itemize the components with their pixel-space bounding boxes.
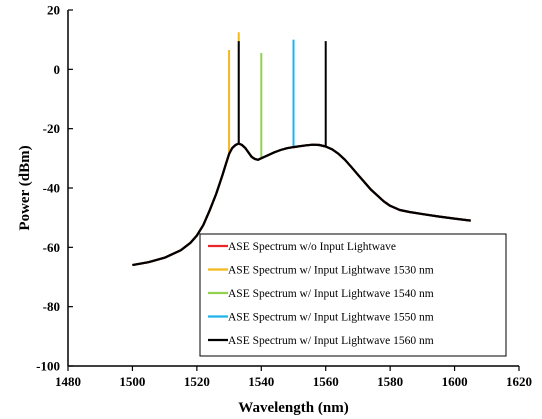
legend-entry: ASE Spectrum w/o Input Lightwave (208, 241, 396, 253)
x-tick-label: 1600 (442, 374, 468, 389)
x-tick: 1540 (248, 366, 274, 389)
series-4 (132, 41, 471, 267)
y-axis-title: Power (dBm) (17, 145, 33, 230)
x-tick-label: 1480 (55, 374, 81, 389)
x-tick: 1620 (506, 366, 532, 389)
legend-label: ASE Spectrum w/ Input Lightwave 1560 nm (228, 335, 434, 347)
x-ticks: 1480 1500 1520 1540 1560 1580 1600 1620 (55, 366, 532, 389)
series-1 (132, 50, 471, 267)
legend-box (199, 233, 507, 357)
legend-entry: ASE Spectrum w/ Input Lightwave 1540 nm (208, 288, 434, 300)
y-tick: -80 (43, 299, 73, 314)
y-tick: -40 (43, 181, 73, 196)
x-tick: 1580 (377, 366, 403, 389)
x-tick-label: 1620 (506, 374, 532, 389)
x-tick-label: 1560 (313, 374, 339, 389)
y-tick-label: -80 (43, 299, 60, 314)
x-axis-title: Wavelength (nm) (238, 400, 348, 416)
y-tick: 0 (54, 62, 73, 77)
y-tick: -20 (43, 121, 73, 136)
x-tick-label: 1500 (119, 374, 145, 389)
y-tick: 20 (47, 3, 73, 18)
legend-label: ASE Spectrum w/ Input Lightwave 1540 nm (228, 288, 434, 300)
x-tick: 1520 (184, 366, 210, 389)
x-tick: 1560 (313, 366, 339, 389)
legend-entry: ASE Spectrum w/ Input Lightwave 1530 nm (208, 265, 434, 277)
x-tick: 1600 (442, 366, 468, 389)
y-tick-label: -100 (36, 359, 60, 374)
legend-entry: ASE Spectrum w/ Input Lightwave 1550 nm (208, 312, 434, 324)
legend-label: ASE Spectrum w/ Input Lightwave 1530 nm (228, 265, 434, 277)
y-tick-label: -20 (43, 121, 60, 136)
legend-label: ASE Spectrum w/ Input Lightwave 1550 nm (228, 312, 434, 324)
x-tick-label: 1540 (248, 374, 274, 389)
legend-entry: ASE Spectrum w/ Input Lightwave 1560 nm (208, 335, 434, 347)
x-tick: 1480 (55, 366, 81, 389)
series-line (132, 142, 471, 267)
y-tick: -60 (43, 240, 73, 255)
y-tick-label: -40 (43, 181, 60, 196)
legend-label: ASE Spectrum w/o Input Lightwave (228, 241, 396, 253)
series-3 (132, 39, 471, 267)
y-tick: -100 (36, 359, 73, 374)
y-tick-label: 20 (47, 3, 60, 18)
x-tick: 1500 (119, 366, 145, 389)
legend: ASE Spectrum w/o Input Lightwave ASE Spec… (199, 233, 507, 357)
y-tick-label: 0 (54, 62, 61, 77)
y-tick-label: -60 (43, 240, 60, 255)
x-tick-label: 1580 (377, 374, 403, 389)
series-layer (132, 32, 471, 267)
y-ticks: 20 0 -20 -40 -60 -80 -100 (36, 3, 73, 374)
x-tick-label: 1520 (184, 374, 210, 389)
series-2 (132, 53, 471, 267)
